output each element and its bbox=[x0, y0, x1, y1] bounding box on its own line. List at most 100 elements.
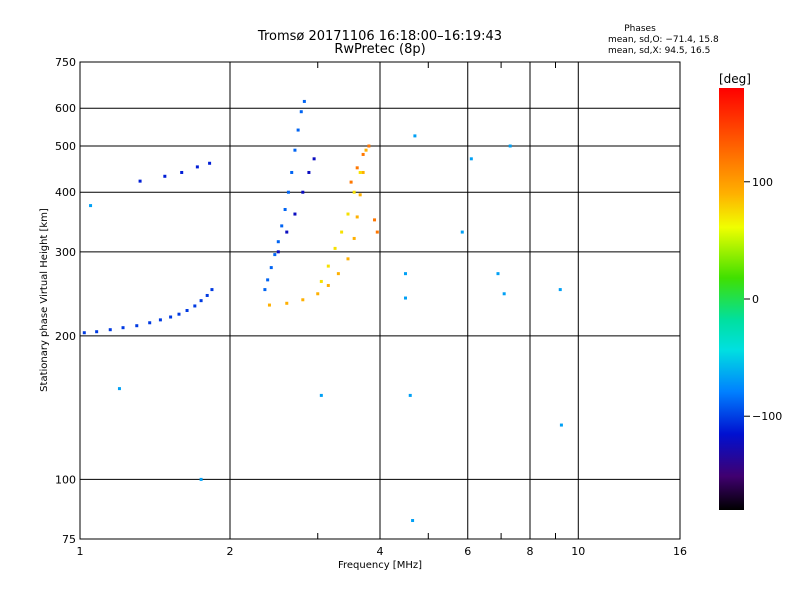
data-point bbox=[293, 148, 297, 152]
data-point bbox=[301, 298, 305, 302]
data-point bbox=[302, 99, 306, 103]
data-point bbox=[319, 393, 323, 397]
y-tick-label: 400 bbox=[55, 186, 76, 199]
data-point bbox=[496, 272, 500, 276]
data-point bbox=[121, 326, 125, 330]
data-point bbox=[283, 207, 287, 211]
data-point bbox=[349, 180, 353, 184]
data-point bbox=[267, 303, 271, 307]
data-points bbox=[82, 99, 563, 523]
data-point bbox=[558, 288, 562, 292]
y-axis-label: Stationary phase Virtual Height [km] bbox=[39, 208, 50, 392]
x-tick-label: 16 bbox=[673, 545, 687, 558]
data-point bbox=[336, 272, 340, 276]
data-point bbox=[108, 328, 112, 332]
minor-tick-marks bbox=[317, 62, 556, 539]
data-point bbox=[286, 190, 290, 194]
data-point bbox=[199, 299, 203, 303]
y-tick-label: 750 bbox=[55, 56, 76, 69]
data-point bbox=[163, 174, 167, 178]
data-point bbox=[326, 283, 330, 287]
data-point bbox=[296, 128, 300, 132]
data-point bbox=[205, 293, 209, 297]
data-point bbox=[358, 170, 362, 174]
data-point bbox=[340, 230, 344, 234]
data-point bbox=[559, 423, 563, 427]
plot-frame bbox=[79, 61, 681, 540]
data-point bbox=[333, 246, 337, 250]
y-tick-label: 200 bbox=[55, 330, 76, 343]
x-tick-labels: 1 2 4 6 8 10 16 bbox=[77, 545, 688, 558]
data-point bbox=[185, 308, 189, 312]
data-point bbox=[117, 387, 121, 391]
data-point bbox=[469, 157, 473, 161]
x-tick-label: 6 bbox=[464, 545, 471, 558]
x-tick-label: 10 bbox=[571, 545, 585, 558]
stats-x-line: mean, sd,X: 94.5, 16.5 bbox=[608, 46, 710, 56]
x-tick-label: 1 bbox=[77, 545, 84, 558]
data-point bbox=[301, 190, 305, 194]
data-point bbox=[210, 288, 214, 292]
data-point bbox=[403, 272, 407, 276]
data-point bbox=[502, 292, 506, 296]
data-point bbox=[208, 161, 212, 165]
data-point bbox=[195, 165, 199, 169]
data-point bbox=[273, 253, 277, 257]
data-point bbox=[364, 148, 368, 152]
data-point bbox=[148, 321, 152, 325]
x-axis-label: Frequency [MHz] bbox=[338, 560, 422, 571]
data-point bbox=[89, 204, 93, 208]
colorbar-tick-label: 100 bbox=[752, 176, 773, 189]
data-point bbox=[138, 179, 142, 183]
data-point bbox=[355, 215, 359, 219]
data-point bbox=[82, 331, 86, 335]
grid-lines bbox=[79, 61, 681, 540]
data-point bbox=[346, 212, 350, 216]
data-point bbox=[95, 330, 99, 334]
data-point bbox=[352, 236, 356, 240]
data-point bbox=[367, 144, 371, 148]
data-point bbox=[326, 264, 330, 268]
data-point bbox=[269, 266, 273, 270]
stats-heading: Phases bbox=[624, 24, 656, 34]
data-point bbox=[299, 110, 303, 114]
data-point bbox=[358, 193, 362, 197]
x-tick-label: 8 bbox=[527, 545, 534, 558]
x-tick-label: 2 bbox=[227, 545, 234, 558]
data-point bbox=[169, 315, 173, 319]
colorbar-tick-label: −100 bbox=[752, 410, 782, 423]
data-point bbox=[266, 278, 270, 282]
data-point bbox=[263, 288, 267, 292]
data-point bbox=[312, 157, 316, 161]
data-point bbox=[276, 240, 280, 244]
data-point bbox=[180, 170, 184, 174]
data-point bbox=[375, 230, 379, 234]
data-point bbox=[135, 324, 139, 328]
data-point bbox=[193, 304, 197, 308]
data-point bbox=[508, 144, 512, 148]
data-point bbox=[316, 292, 320, 296]
y-tick-label: 300 bbox=[55, 246, 76, 259]
data-point bbox=[276, 250, 280, 254]
x-tick-label: 4 bbox=[377, 545, 384, 558]
data-point bbox=[280, 224, 284, 228]
colorbar bbox=[719, 88, 744, 510]
data-point bbox=[460, 230, 464, 234]
data-point bbox=[346, 257, 350, 261]
data-point bbox=[361, 170, 365, 174]
data-point bbox=[408, 393, 412, 397]
data-point bbox=[361, 152, 365, 156]
data-point bbox=[177, 312, 181, 316]
chart-subtitle: RwPretec (8p) bbox=[334, 42, 425, 57]
data-point bbox=[411, 519, 415, 523]
data-point bbox=[307, 170, 311, 174]
y-tick-label: 75 bbox=[62, 533, 76, 546]
data-point bbox=[319, 279, 323, 283]
data-point bbox=[285, 301, 289, 305]
data-point bbox=[355, 166, 359, 170]
chart-title: Tromsø 20171106 16:18:00–16:19:43 bbox=[257, 29, 502, 44]
data-point bbox=[290, 170, 294, 174]
data-point bbox=[158, 318, 162, 322]
colorbar-label: [deg] bbox=[719, 72, 751, 86]
data-point bbox=[199, 477, 203, 481]
